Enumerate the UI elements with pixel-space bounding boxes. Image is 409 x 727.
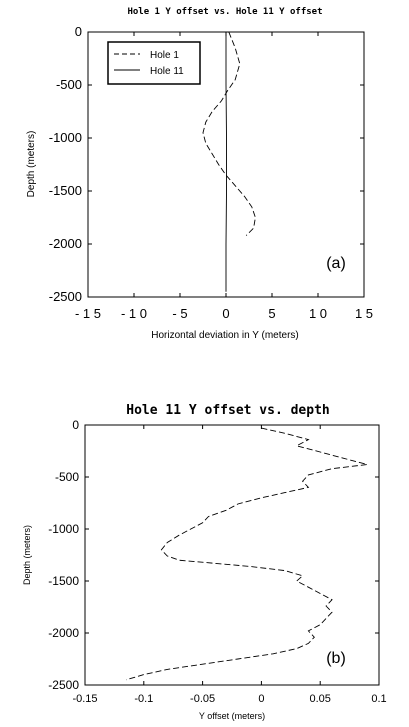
chart-b-x-tick-label: -0.1: [134, 693, 153, 705]
chart-a-y-tick-label: -2000: [49, 236, 82, 251]
panel-b: Hole 11 Y offset vs. depth -0.15 -0.1 -0.0…: [22, 403, 387, 721]
chart-a-series-line-2: [225, 32, 227, 292]
chart-b-x-axis-label: Y offset (meters): [199, 711, 265, 721]
chart-a-y-tick-label: 0: [75, 24, 82, 39]
chart-a-series: [202, 31, 256, 292]
chart-b-y-tick-label: 0: [72, 418, 79, 432]
chart-b-series-line-1: [126, 427, 368, 681]
chart-b-panel-label: (b): [326, 650, 346, 667]
chart-b-y-tick-label: -1500: [48, 574, 79, 588]
chart-b-x-tick-label: 0.1: [371, 693, 386, 705]
chart-a-y-ticks: 0 -500 -1000 -1500 -2000 -2500: [49, 24, 364, 304]
chart-b-y-tick-label: -2500: [48, 678, 79, 692]
chart-b-x-ticks: -0.15 -0.1 -0.05 0 0.05 0.1: [72, 425, 387, 705]
panel-a: Hole 1 Y offset vs. Hole 11 Y offset - 1…: [26, 7, 373, 341]
chart-b-plot-frame: [84, 424, 380, 686]
chart-a-legend: Hole 1 Hole 11: [107, 41, 201, 85]
chart-a-x-tick-label: - 1 5: [75, 306, 101, 321]
chart-b-x-tick-label: -0.15: [72, 693, 97, 705]
chart-a-y-axis-label: Depth (meters): [26, 131, 37, 198]
chart-a-x-tick-label: 1 0: [309, 306, 327, 321]
chart-a-x-tick-label: 5: [268, 306, 275, 321]
chart-a-x-ticks: - 1 5 - 1 0 - 5 0 5 1 0 1 5: [75, 32, 373, 321]
chart-b-series: [126, 427, 368, 681]
chart-a-x-tick-label: - 1 0: [121, 306, 147, 321]
legend-box: [107, 41, 201, 85]
legend-label-hole-1: Hole 1: [150, 50, 179, 61]
chart-b-y-tick-label: -500: [55, 470, 79, 484]
chart-a-x-axis-label: Horizontal deviation in Y (meters): [151, 330, 298, 341]
legend-label-hole-11: Hole 11: [150, 66, 184, 77]
chart-a-x-tick-label: 1 5: [355, 306, 373, 321]
chart-a-x-tick-label: - 5: [172, 306, 187, 321]
chart-b-y-tick-label: -2000: [48, 626, 79, 640]
chart-a-y-tick-label: -500: [56, 77, 82, 92]
chart-b-title: Hole 11 Y offset vs. depth: [126, 403, 330, 418]
chart-b-y-tick-label: -1000: [48, 522, 79, 536]
chart-b-y-ticks: 0 -500 -1000 -1500 -2000 -2500: [48, 418, 379, 692]
chart-b-x-tick-label: 0.05: [309, 693, 330, 705]
chart-a-y-tick-label: -1000: [49, 130, 82, 145]
chart-b-x-tick-label: 0: [258, 693, 264, 705]
chart-b-y-axis-label: Depth (meters): [22, 525, 32, 585]
chart-a-panel-label: (a): [326, 255, 346, 272]
chart-a-y-tick-label: -2500: [49, 289, 82, 304]
chart-a-series-line-1: [202, 31, 256, 236]
chart-a-title: Hole 1 Y offset vs. Hole 11 Y offset: [127, 7, 322, 17]
chart-b-x-tick-label: -0.05: [190, 693, 215, 705]
chart-a-y-tick-label: -1500: [49, 183, 82, 198]
chart-a-x-tick-label: 0: [222, 306, 229, 321]
